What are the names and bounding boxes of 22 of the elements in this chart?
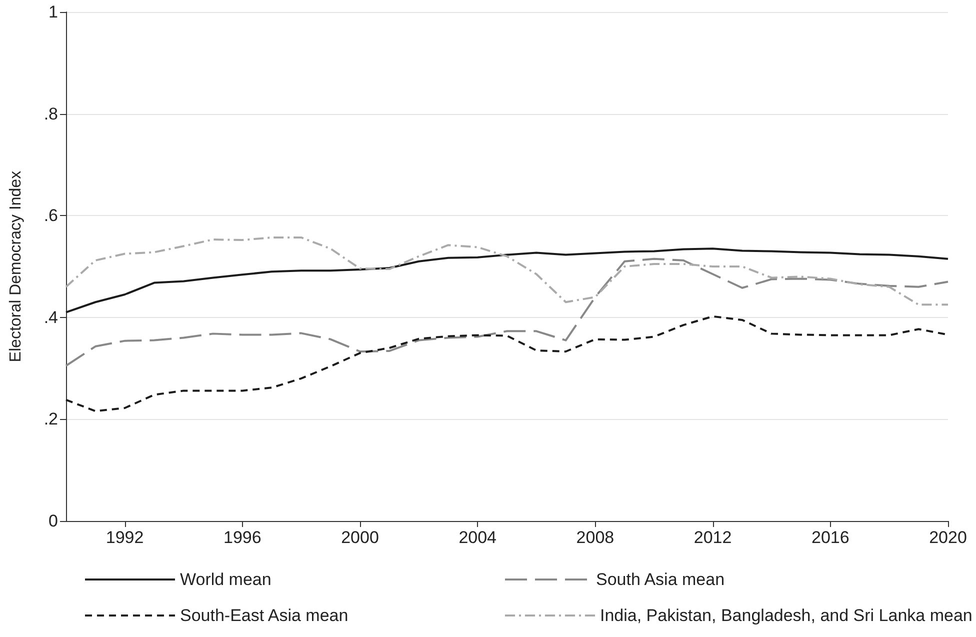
y-tick-label: 0: [48, 512, 58, 530]
x-tick-label: 1992: [106, 528, 144, 547]
x-tick-label: 2012: [694, 528, 732, 547]
y-tick-label: .4: [44, 308, 58, 327]
x-tick-label: 2016: [811, 528, 850, 547]
line-series: [65, 248, 949, 314]
legend-label: India, Pakistan, Bangladesh, and Sri Lanka mean: [600, 606, 972, 625]
legend-label: South Asia mean: [596, 570, 725, 589]
x-tick-label: 2000: [341, 528, 379, 547]
legend-label: South-East Asia mean: [180, 606, 348, 625]
y-axis-title: Electoral Democracy Index: [8, 170, 24, 362]
line-series: [65, 236, 949, 306]
x-tick-label: 2020: [929, 528, 967, 547]
x-tick-label: 2008: [576, 528, 614, 547]
x-tick-label: 1996: [223, 528, 262, 547]
y-tick-label: 1: [48, 2, 58, 22]
x-tick-label: 2004: [458, 528, 497, 547]
y-tick-label: .2: [44, 410, 58, 429]
line-series: [65, 258, 949, 367]
y-tick-label: .6: [44, 206, 58, 226]
y-tick-label: .8: [44, 104, 58, 124]
legend-label: World mean: [180, 570, 272, 589]
